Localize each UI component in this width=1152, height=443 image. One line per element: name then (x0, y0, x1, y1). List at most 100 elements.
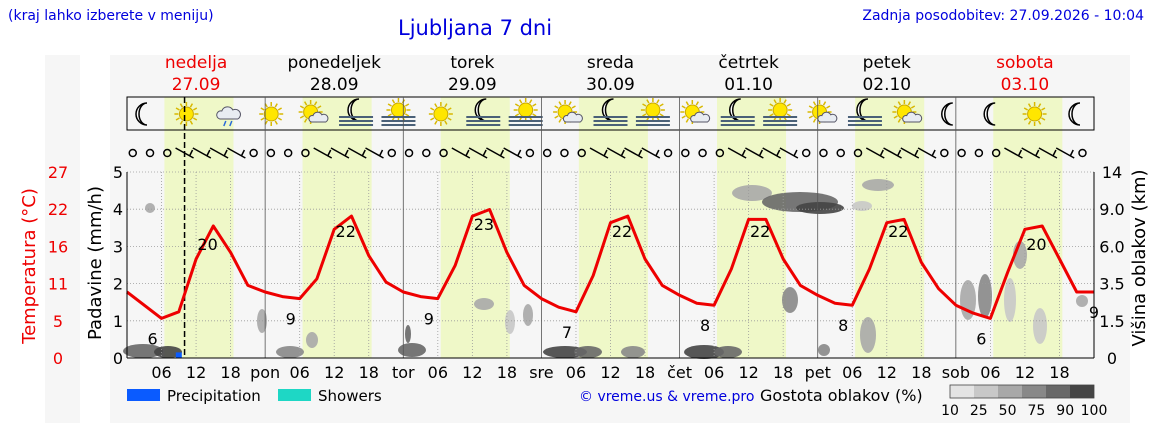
density-swatch (974, 385, 998, 398)
x-tick-label: 06 (566, 363, 586, 382)
cloud-height-tick: 1.5 (1099, 312, 1124, 331)
wind-calm-icon (836, 148, 845, 158)
temp-max-label: 23 (474, 215, 494, 234)
temp-max-label: 22 (750, 222, 770, 241)
wind-calm-icon (249, 148, 258, 158)
daylight-band (716, 97, 787, 358)
x-tick-label: čet (667, 363, 692, 382)
wind-calm-icon (163, 148, 172, 158)
x-tick-label: 12 (1015, 363, 1035, 382)
wind-calm-icon (439, 148, 448, 158)
temperature-tick: 11 (48, 275, 68, 294)
wind-barb-icon (900, 147, 920, 159)
fog-moon-icon (466, 98, 501, 126)
x-tick-label: tor (392, 363, 415, 382)
x-tick-label: 18 (1049, 363, 1069, 382)
wind-barb-icon (330, 147, 350, 159)
wind-calm-icon (681, 148, 690, 158)
wind-barb-icon (641, 147, 661, 159)
x-tick-label: pon (250, 363, 280, 382)
wind-calm-icon (422, 148, 431, 158)
sun-icon (174, 102, 199, 126)
temp-max-label: 20 (197, 235, 217, 254)
x-tick-label: 06 (151, 363, 171, 382)
moon-icon (1068, 102, 1081, 126)
x-tick-label: 06 (980, 363, 1000, 382)
moon-icon (135, 102, 148, 126)
wind-calm-icon (991, 148, 1001, 158)
density-swatch (950, 385, 974, 398)
wind-barb-icon (486, 147, 505, 159)
sun-cloud-icon (298, 100, 329, 124)
day-date: 29.09 (448, 75, 497, 95)
day-name: sreda (587, 53, 634, 73)
x-tick-label: 06 (428, 363, 448, 382)
density-step: 90 (1056, 403, 1074, 419)
legend-swatch (127, 389, 160, 401)
density-swatch (1046, 385, 1070, 398)
wind-barb-icon (468, 147, 488, 159)
wind-calm-icon (301, 148, 310, 158)
wind-calm-icon (128, 148, 138, 158)
cloud-height-tick: 3.5 (1099, 275, 1124, 294)
cloud-height-tick: 6.0 (1099, 237, 1124, 256)
wind-calm-icon (940, 148, 949, 158)
fog-moon-icon (339, 98, 374, 126)
sun-icon (259, 102, 284, 126)
wind-barb-icon (226, 147, 246, 159)
fog-sun-icon (763, 98, 798, 126)
x-tick-label: 06 (289, 363, 309, 382)
x-tick-label: sre (529, 363, 553, 382)
temp-min-label: 6 (147, 329, 157, 348)
wind-barb-icon (589, 147, 609, 159)
density-label: Gostota oblakov (%) (760, 386, 923, 405)
day-date: 03.10 (1001, 75, 1050, 95)
wind-calm-icon (957, 148, 966, 158)
legend-label: Showers (318, 387, 382, 405)
daylight-band (164, 97, 234, 358)
precipitation-axis-title: Padavine (mm/h) (85, 186, 106, 340)
sun-icon (428, 102, 453, 126)
cloud-height-axis-title: Višina oblakov (km) (1129, 169, 1150, 346)
temperature-tick: 5 (53, 312, 63, 331)
last-update: Zadnja posodobitev: 27.09.2026 - 10:04 (862, 8, 1144, 24)
wind-barb-icon (1021, 147, 1041, 159)
wind-calm-icon (577, 148, 586, 158)
wind-calm-icon (801, 148, 811, 158)
x-tick-label: 12 (462, 363, 482, 382)
legend-swatch (278, 389, 311, 401)
wind-barb-icon (209, 147, 229, 159)
x-tick-label: 18 (635, 363, 655, 382)
density-step: 10 (941, 403, 959, 419)
cloud-rain-icon (216, 106, 241, 127)
day-date: 02.10 (862, 75, 911, 95)
temperature-tick: 27 (48, 163, 68, 182)
wind-calm-icon (560, 148, 569, 158)
wind-barb-icon (1055, 147, 1075, 159)
wind-barb-icon (624, 147, 643, 159)
temp-max-label: 22 (888, 222, 908, 241)
cloud-height-tick: 0 (1107, 349, 1117, 368)
wind-barb-icon (451, 147, 471, 159)
wind-calm-icon (819, 148, 828, 158)
wind-barb-icon (727, 147, 747, 159)
density-step: 75 (1027, 403, 1045, 419)
wind-calm-icon (1078, 148, 1087, 158)
temp-min-label: 8 (838, 316, 848, 335)
x-tick-label: 12 (738, 363, 758, 382)
wind-barb-icon (865, 147, 885, 159)
fog-sun-icon (508, 98, 543, 126)
precipitation-tick: 1 (113, 312, 123, 331)
day-name: sobota (996, 53, 1054, 73)
x-tick-label: 06 (704, 363, 724, 382)
x-tick-label: 18 (773, 363, 793, 382)
wind-barb-icon (883, 147, 902, 159)
credit-link[interactable]: © vreme.us & vreme.pro (579, 389, 755, 405)
sun-icon (1022, 102, 1047, 126)
wind-barb-icon (192, 147, 212, 159)
wind-barb-icon (1038, 147, 1058, 159)
region-note[interactable]: (kraj lahko izberete v meniju) (8, 8, 214, 24)
temperature-tick: 0 (53, 349, 63, 368)
wind-barb-icon (779, 147, 799, 159)
x-tick-label: 18 (359, 363, 379, 382)
